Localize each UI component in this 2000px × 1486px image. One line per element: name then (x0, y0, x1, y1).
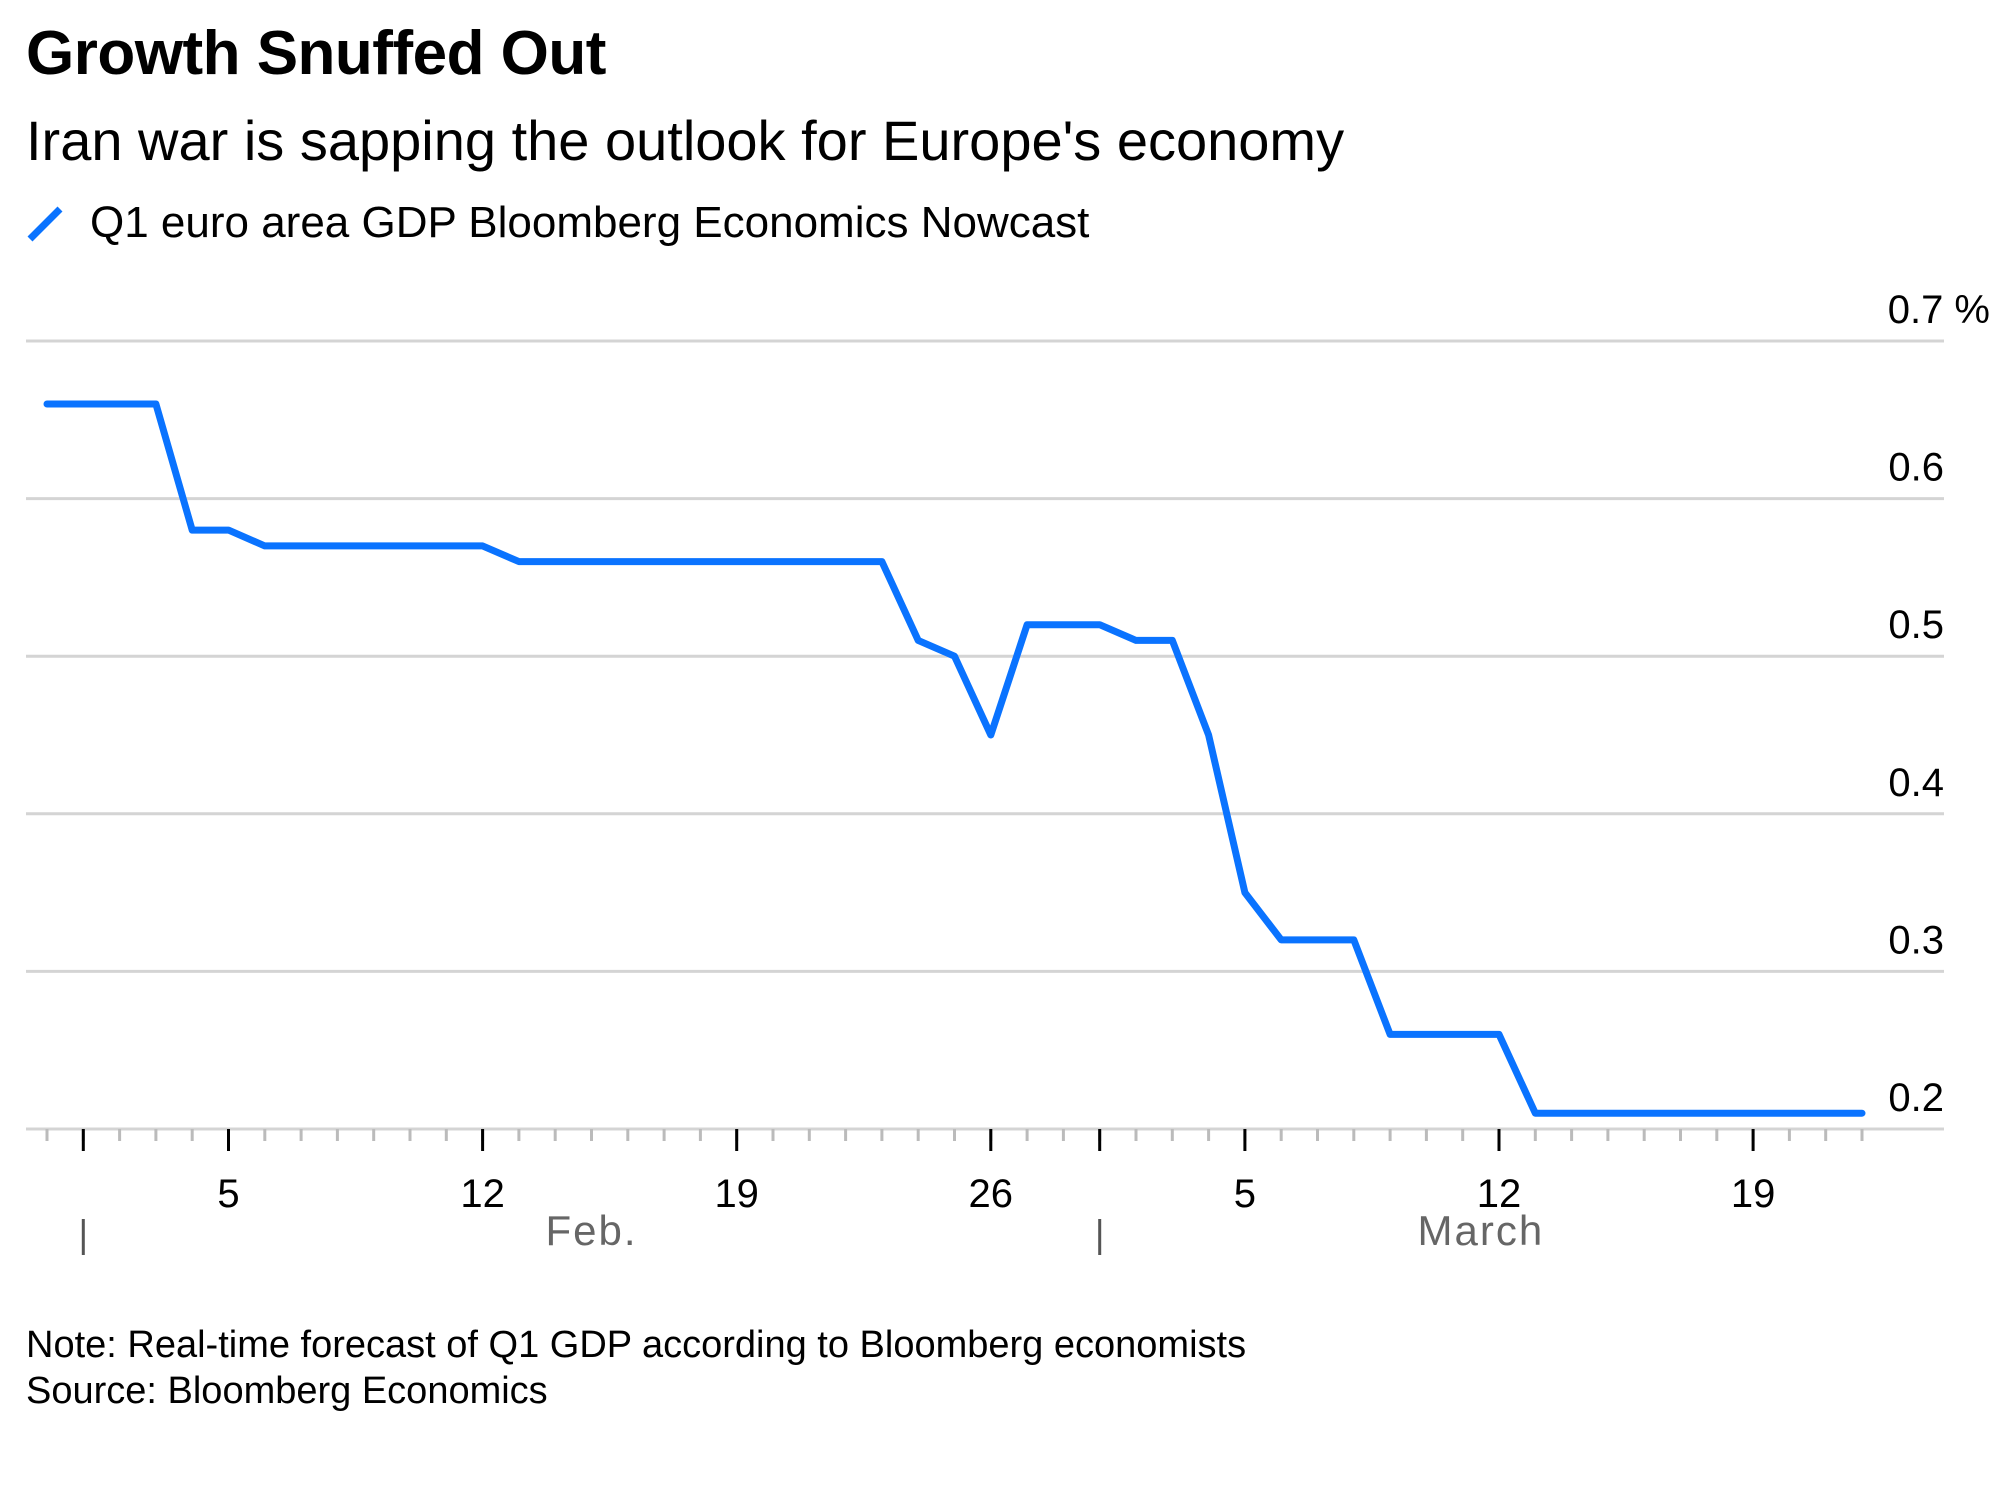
x-tick-label: 12 (1477, 1172, 1522, 1216)
y-tick-label: 0.3 (1888, 918, 1944, 962)
y-tick-label: 0.4 (1888, 761, 1944, 805)
month-label: Feb. (545, 1207, 637, 1254)
line-chart: 0.2 0.3 0.4 0.5 0.6 0.7 % 5 12 19 26 5 12 19 Feb. Mar… (26, 288, 1990, 1255)
legend-label: Q1 euro area GDP Bloomberg Economics Now… (90, 198, 1090, 247)
series-line (43, 400, 1866, 1117)
footnotes: Note: Real-time forecast of Q1 GDP accor… (26, 1322, 1246, 1414)
y-tick-label: 0.6 (1888, 446, 1944, 490)
y-tick-label: 0.2 (1888, 1076, 1944, 1120)
y-tick-label: 0.7 % (1888, 288, 1990, 332)
x-tick-label: 5 (1234, 1172, 1256, 1216)
x-tick-label: 5 (217, 1172, 239, 1216)
y-tick-label: 0.5 (1888, 603, 1944, 647)
x-tick-label: 19 (714, 1172, 759, 1216)
x-tick-label: 26 (969, 1172, 1014, 1216)
legend: Q1 euro area GDP Bloomberg Economics Now… (26, 198, 1089, 248)
source: Source: Bloomberg Economics (26, 1370, 548, 1412)
chart-subtitle: Iran war is sapping the outlook for Euro… (26, 109, 1345, 172)
x-tick-label: 12 (460, 1172, 505, 1216)
note: Note: Real-time forecast of Q1 GDP accor… (26, 1324, 1247, 1366)
chart-title: Growth Snuffed Out (26, 19, 606, 88)
month-label: March (1417, 1207, 1544, 1254)
x-tick-label: 19 (1731, 1172, 1776, 1216)
legend-line-icon (27, 206, 63, 242)
